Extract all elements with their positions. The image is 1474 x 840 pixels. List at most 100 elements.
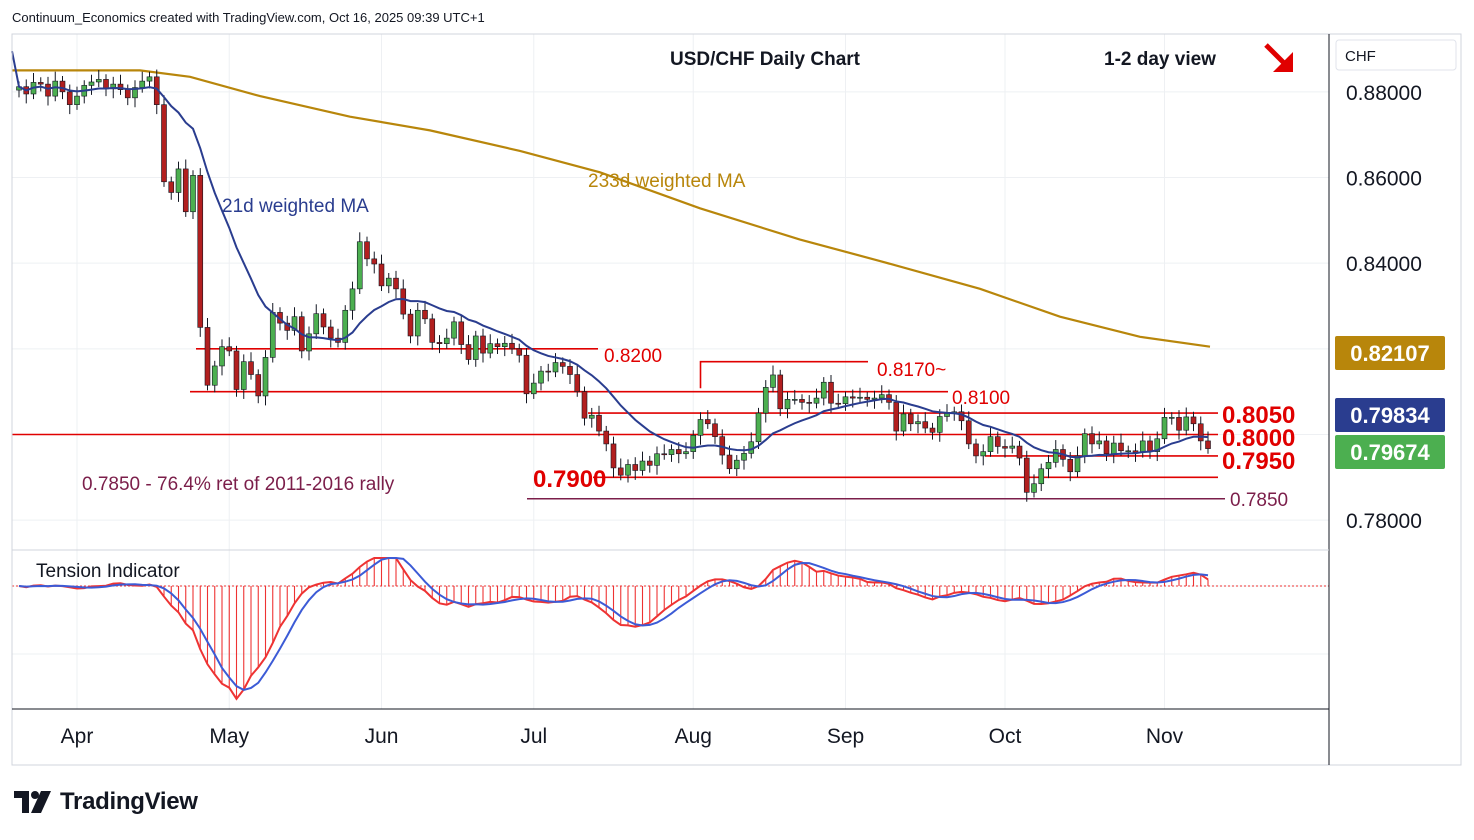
price-badge-value: 0.82107 (1350, 341, 1430, 366)
indicator-title: Tension Indicator (36, 561, 180, 582)
candle-body (654, 453, 660, 466)
candle-body (835, 402, 842, 405)
candle (835, 393, 842, 409)
candle (95, 69, 102, 88)
candle-body (1096, 440, 1103, 445)
candle (1183, 407, 1190, 436)
candle (291, 307, 298, 336)
x-tick-label: Apr (61, 725, 94, 748)
candle (465, 335, 472, 365)
candle-body (697, 419, 704, 436)
y-tick-label: 0.88000 (1346, 82, 1422, 105)
candle-body (864, 396, 871, 400)
attribution-header: Continuum_Economics created with Trading… (12, 10, 485, 25)
candle-body (204, 327, 211, 386)
candle (37, 77, 44, 92)
candle (472, 330, 479, 367)
candle (733, 455, 740, 477)
candle-body (74, 95, 80, 105)
candle-body (45, 83, 51, 97)
candle-body (1190, 416, 1197, 425)
candle-body (161, 104, 167, 183)
candle (306, 326, 312, 361)
candle-body (465, 344, 472, 360)
candle-body (59, 80, 66, 93)
candle (30, 72, 37, 100)
candle (806, 395, 813, 413)
x-tick-label: Sep (827, 725, 864, 748)
candle (596, 405, 602, 437)
candle-body (66, 91, 73, 105)
candle (175, 161, 182, 202)
candle (182, 159, 189, 217)
candle (458, 314, 465, 354)
candle-body (987, 436, 994, 452)
candle (777, 369, 784, 417)
level-label: 0.8050 (1222, 402, 1295, 429)
candle-body (262, 357, 269, 397)
candle (755, 407, 762, 450)
candle (1016, 440, 1023, 466)
candle-body (1125, 450, 1132, 453)
candle-body (1089, 433, 1095, 445)
candle-body (603, 430, 610, 445)
candle-body (197, 175, 204, 328)
price-badge (1335, 336, 1445, 370)
candle-body (371, 258, 378, 265)
chart-title: USD/CHF Daily Chart (670, 49, 861, 70)
candle (632, 457, 639, 480)
candle (864, 392, 871, 407)
candle-body (1110, 442, 1117, 455)
candle-body (451, 321, 457, 339)
candle (349, 281, 356, 320)
candle-body (168, 181, 175, 193)
price-badge (1335, 435, 1445, 469)
y-tick-label: 0.78000 (1346, 510, 1422, 533)
candle-body (820, 381, 827, 399)
candle-body (233, 350, 240, 390)
candle-body (146, 76, 153, 82)
candle (922, 412, 929, 434)
candle (530, 373, 537, 399)
candle (857, 387, 863, 404)
candle (45, 76, 51, 106)
candle-body (799, 399, 805, 403)
level-label: 0.7950 (1222, 448, 1295, 475)
candle (697, 412, 704, 445)
level-label: 0.8000 (1222, 425, 1295, 452)
candle-body (472, 335, 479, 360)
candle (654, 446, 660, 475)
candle (1009, 436, 1016, 454)
y-tick-label: 0.84000 (1346, 253, 1422, 276)
candle-body (117, 83, 124, 90)
candle-body (545, 370, 552, 373)
candle (240, 354, 247, 399)
candle-body (226, 346, 233, 352)
candle (81, 80, 88, 104)
candle-body (567, 366, 573, 375)
candle (987, 427, 994, 457)
tradingview-logo: TradingView (14, 788, 198, 816)
candle-body (190, 175, 196, 213)
ma233-line (12, 69, 1211, 348)
candle (683, 442, 689, 459)
candle-body (320, 313, 327, 328)
candle (1038, 463, 1045, 492)
candle (190, 170, 196, 220)
x-tick-label: Oct (989, 725, 1022, 748)
retracement-label: 0.7850 - 76.4% ret of 2011-2016 rally (82, 474, 395, 495)
candle (661, 444, 668, 460)
candle (320, 308, 327, 335)
candle-body (487, 343, 494, 354)
candle-body (523, 354, 530, 395)
candle (1081, 428, 1088, 464)
candle (356, 232, 363, 294)
level-label: 0.8200 (604, 346, 662, 367)
candle (1154, 431, 1161, 462)
candle-body (248, 361, 254, 375)
candle (262, 350, 269, 406)
candle-body (907, 413, 914, 425)
candle-body (893, 402, 900, 432)
candle (1197, 416, 1204, 451)
